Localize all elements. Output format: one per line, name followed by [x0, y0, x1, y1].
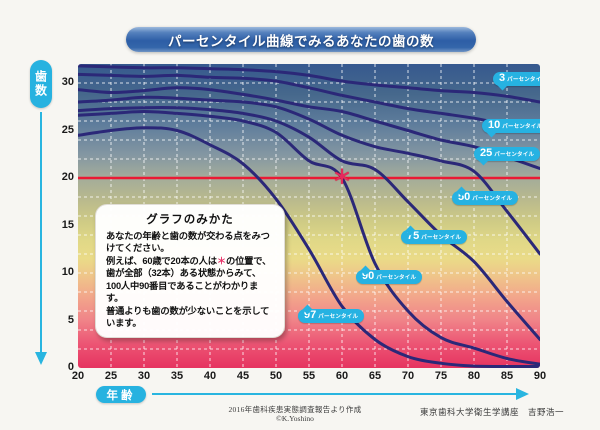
percentile-label-25: 25 パーセンタイル [474, 147, 540, 166]
x-tick-70: 70 [401, 370, 415, 382]
x-axis-arrow-icon [516, 387, 529, 400]
howto-box: グラフのみかた あなたの年齢と歯の数が交わる点をみつけてください。 例えば、60… [95, 204, 285, 338]
x-tick-45: 45 [236, 370, 250, 382]
x-tick-55: 55 [302, 370, 316, 382]
y-tick-25: 25 [61, 123, 74, 136]
x-tick-80: 80 [467, 370, 481, 382]
percentile-label-97: 97 パーセンタイル [298, 304, 365, 323]
percentile-label-90: 90 パーセンタイル [356, 265, 423, 284]
howto-paragraph-3: 普通よりも歯の数が少ないことを示しています。 [106, 305, 270, 329]
percentile-curve-50 [78, 95, 540, 256]
howto-paragraph-1: あなたの年齢と歯の数が交わる点をみつけてください。 [106, 231, 270, 254]
asterisk-inline: ＊ [216, 255, 226, 266]
percentile-label-50: 50 パーセンタイル [452, 186, 519, 205]
percentile-suffix: パーセンタイル [472, 196, 513, 202]
y-axis-title-pill: 歯数 [30, 60, 52, 108]
percentile-suffix: パーセンタイル [376, 275, 417, 281]
howto-paragraph-2: 例えば、60歳で20本の人は＊の位置で、歯が全部（32本）ある状態からみて、10… [106, 255, 272, 304]
percentile-suffix: パーセンタイル [421, 235, 462, 241]
percentile-curve-90 [78, 109, 540, 366]
percentile-number: 10 [488, 119, 501, 131]
x-tick-35: 35 [170, 370, 184, 382]
x-tick-65: 65 [368, 370, 382, 382]
caption-source: 2016年歯科疾患実態調査報告より作成 [228, 405, 362, 414]
howto-title: グラフのみかた [146, 214, 234, 226]
y-tick-10: 10 [61, 266, 74, 278]
percentile-curve-97 [78, 126, 540, 368]
y-axis-arrow-icon [34, 352, 47, 365]
y-tick-30: 30 [61, 76, 74, 88]
x-tick-30: 30 [137, 370, 151, 382]
title-banner: パーセンタイル曲線でみるあなたの歯の数 [126, 27, 476, 52]
page-title: パーセンタイル曲線でみるあなたの歯の数 [168, 33, 434, 49]
x-axis-title: 年齢 [106, 389, 136, 402]
x-tick-60: 60 [335, 370, 349, 382]
y-tick-5: 5 [67, 313, 74, 326]
percentile-curve-25 [78, 86, 540, 170]
x-tick-85: 85 [500, 370, 514, 382]
x-axis-title-pill: 年齢 [96, 386, 146, 403]
percentile-suffix: パーセンタイル [318, 314, 359, 320]
percentile-label-10: 10 パーセンタイル [482, 119, 540, 138]
percentile-suffix: パーセンタイル [507, 77, 540, 83]
percentile-curve-75 [78, 106, 540, 341]
x-tick-20: 20 [71, 370, 85, 382]
percentile-curve-10 [78, 72, 540, 132]
percentile-number: 50 [458, 191, 471, 203]
y-tick-15: 15 [61, 218, 74, 231]
percentile-suffix: パーセンタイル [502, 124, 540, 130]
percentile-label-75: 75 パーセンタイル [401, 225, 468, 244]
x-tick-25: 25 [104, 370, 118, 382]
y-tick-20: 20 [61, 171, 74, 183]
x-tick-75: 75 [434, 370, 448, 382]
caption-copyright: ©K.Yoshino [276, 414, 314, 423]
percentile-number: 25 [480, 147, 493, 159]
percentile-suffix: パーセンタイル [494, 152, 535, 158]
star-marker: ＊ [332, 167, 352, 189]
percentile-number: 3 [499, 72, 506, 84]
percentile-number: 90 [362, 270, 375, 282]
y-tick-0: 0 [67, 361, 74, 373]
y-axis-arrow-line [40, 112, 42, 352]
caption-credit: 東京歯科大学衛生学講座 吉野浩一 [420, 407, 565, 417]
x-tick-50: 50 [269, 370, 283, 382]
y-axis-title: 歯数 [33, 70, 48, 98]
percentile-number: 75 [407, 230, 420, 242]
x-tick-90: 90 [533, 370, 547, 382]
x-tick-40: 40 [203, 370, 217, 382]
percentile-number: 97 [304, 309, 317, 321]
percentile-curve-3 [78, 64, 540, 104]
percentile-label-3: 3パーセンタイル [493, 72, 540, 91]
x-axis-arrow-line [152, 393, 516, 395]
